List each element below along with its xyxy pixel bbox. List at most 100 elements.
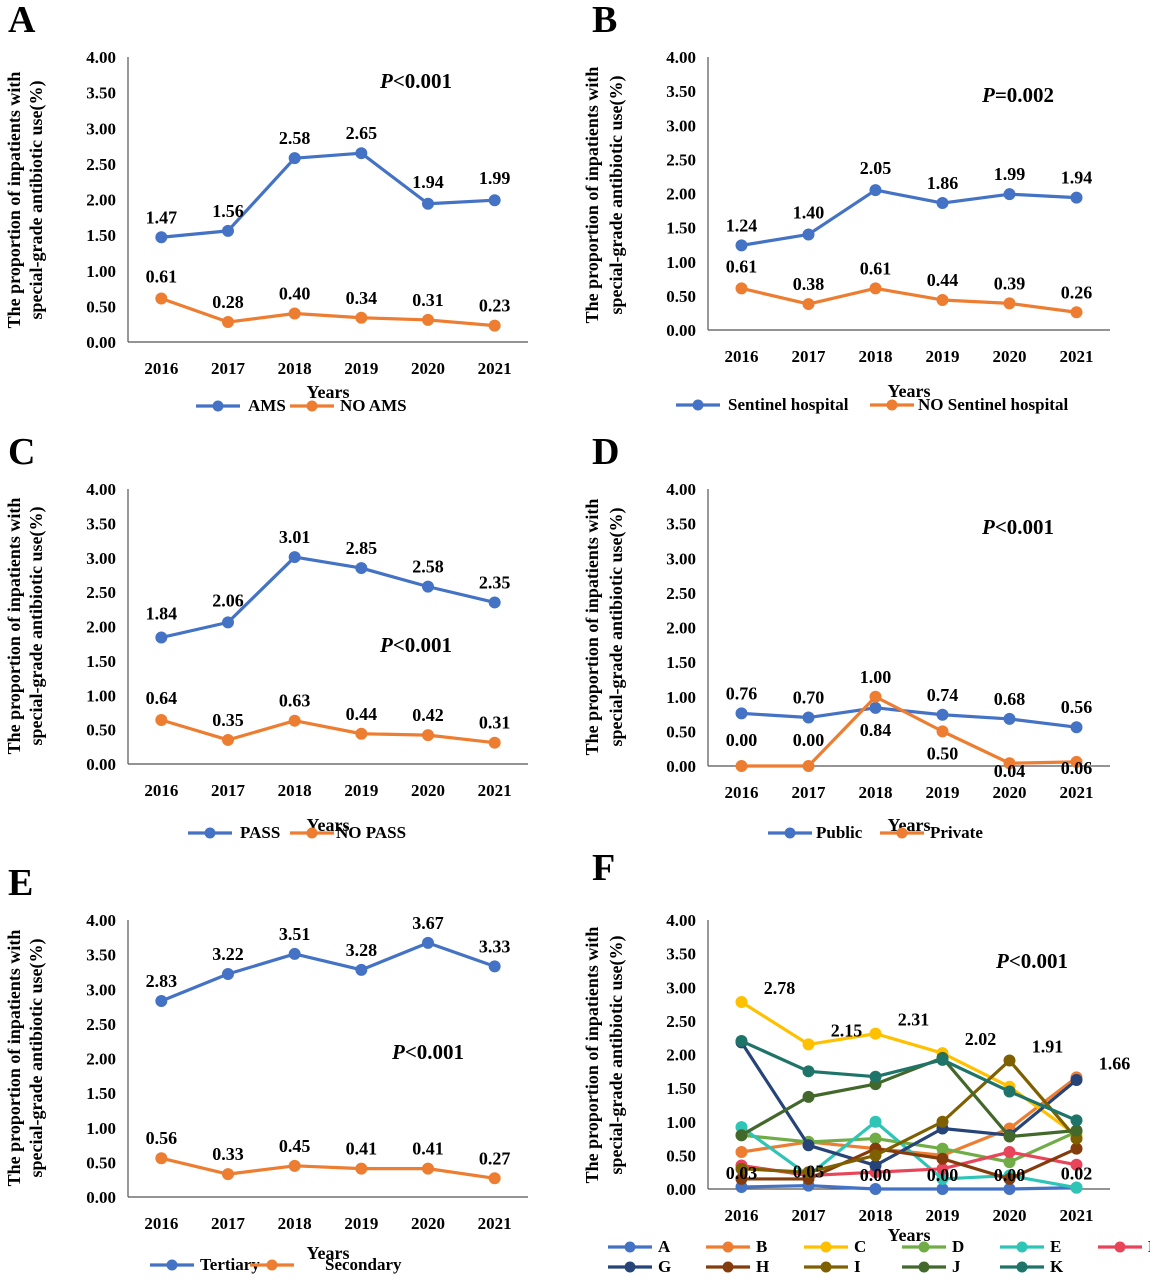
panel-c-ytick-label: 3.00 <box>86 549 116 568</box>
panel-f-legend-marker <box>1016 1261 1028 1273</box>
panel-d-legend-label: Private <box>930 823 983 842</box>
panel-b-data-label: 1.99 <box>994 164 1026 184</box>
panel-d-series-private-line <box>741 695 1077 768</box>
panel-f-ylabel: special-grade antibiotic use(%) <box>606 936 627 1175</box>
panel-f-legend-marker <box>918 1261 930 1273</box>
panel-b-ytick-label: 3.50 <box>666 82 696 101</box>
panel-d-data-label: 0.70 <box>793 688 825 708</box>
panel-f-data-point <box>869 1183 882 1195</box>
panel-c-legend-label: PASS <box>240 823 280 842</box>
panel-a-p-value: P<0.001 <box>379 69 452 93</box>
panel-c-data-point <box>355 727 368 740</box>
panel-c-data-point <box>222 616 234 629</box>
panel-f-xtick-label: 2016 <box>725 1206 759 1225</box>
panel-b-series-sentinel-hospital-line <box>741 188 1077 247</box>
panel-e-xtick-label: 2017 <box>211 1214 246 1233</box>
panel-b-legend-marker <box>886 399 898 411</box>
panel-d-ytick-label: 2.50 <box>666 584 696 603</box>
panel-f-letter: F <box>592 847 615 889</box>
panel-f-legend-label: J <box>952 1257 961 1276</box>
panel-a-data-label: 0.31 <box>412 290 444 310</box>
panel-f-legend-label: F <box>1148 1237 1150 1256</box>
panel-c-data-label: 0.31 <box>479 713 511 733</box>
panel-c-data-label: 1.84 <box>146 604 178 624</box>
panel-e-legend-label: Secondary <box>325 1255 402 1274</box>
panel-e-data-label: 0.41 <box>346 1139 378 1159</box>
panel-d-data-point <box>735 760 748 772</box>
panel-f-legend-marker <box>820 1261 832 1273</box>
panel-d-data-label: 0.74 <box>927 685 959 705</box>
panel-f-ytick-label: 0.00 <box>666 1180 696 1199</box>
panel-a-xtick-label: 2020 <box>411 359 445 378</box>
panel-d-p-value: P<0.001 <box>981 515 1054 539</box>
panel-e-letter: E <box>8 862 33 904</box>
panel-d-data-point <box>802 711 815 724</box>
panel-a-letter: A <box>8 0 36 41</box>
panel-c-data-label: 0.44 <box>346 704 378 724</box>
panel-d-ylabel: The proportion of inpatients with <box>582 499 602 756</box>
panel-a-series-no-ams-line <box>160 297 495 328</box>
panel-d-data-label: 0.56 <box>1061 697 1093 717</box>
panel-b-ytick-label: 3.00 <box>666 116 696 135</box>
panel-b-data-label: 1.24 <box>726 215 758 235</box>
panel-a-data-label: 1.56 <box>212 201 244 221</box>
panel-f-xtick-label: 2021 <box>1060 1206 1094 1225</box>
panel-d-data-point <box>1003 757 1016 770</box>
panel-c-data-point <box>288 714 301 727</box>
panel-a-series-ams-line <box>161 151 495 239</box>
panel-a-xlabel: Years <box>307 382 350 402</box>
panel-a-data-point <box>355 147 368 160</box>
panel-f-data-point <box>735 1129 748 1142</box>
panel-c-letter: C <box>8 431 35 473</box>
panel-e-legend-marker <box>266 1259 278 1271</box>
panel-f-series-h-line <box>741 1147 1078 1181</box>
panel-a-data-label: 1.99 <box>479 168 511 188</box>
panel-c-data-point <box>155 631 168 644</box>
panel-f-data-label: 2.31 <box>898 1010 930 1030</box>
panel-d-ytick-label: 1.50 <box>666 653 696 672</box>
panel-b-ytick-label: 1.50 <box>666 219 696 238</box>
panel-f-ytick-label: 0.50 <box>666 1146 696 1165</box>
panel-f-data-point <box>1003 1183 1016 1195</box>
panel-f-legend-marker <box>820 1241 832 1253</box>
panel-a-ytick-label: 2.50 <box>86 155 116 174</box>
panel-f-data-label: 0.00 <box>994 1165 1026 1185</box>
panel-b-series-no-sentinel-hospital-line <box>741 286 1077 314</box>
panel-e-ylabel: special-grade antibiotic use(%) <box>26 939 47 1178</box>
panel-b-data-point <box>1070 306 1083 319</box>
panel-f-legend-label: G <box>658 1257 671 1276</box>
panel-c-data-label: 2.06 <box>212 590 244 610</box>
panel-c-series-no-pass-line <box>160 718 495 745</box>
panel-f-legend-marker <box>624 1241 636 1253</box>
panel-c-data-point <box>422 729 434 742</box>
panel-d-data-point <box>936 725 949 738</box>
panel-b-data-label: 1.94 <box>1061 168 1093 188</box>
panel-e-ytick-label: 2.00 <box>86 1050 116 1069</box>
panel-f-data-point <box>869 1149 882 1162</box>
panel-b-data-point <box>802 228 815 241</box>
panel-c-xtick-label: 2020 <box>411 781 445 800</box>
panel-d-data-point <box>1003 712 1016 725</box>
panel-f-legend-label: K <box>1050 1257 1064 1276</box>
panel-a-ytick-label: 0.00 <box>86 333 116 352</box>
panel-e-legend-marker <box>166 1259 178 1271</box>
panel-c-data-point <box>488 736 501 749</box>
panel-f-data-label: 2.15 <box>831 1020 863 1040</box>
panel-f-series-j-line <box>740 1056 1077 1139</box>
panel-d-data-label: 0.84 <box>860 720 892 740</box>
panel-f-data-point <box>936 1183 949 1195</box>
panel-b-legend-label: NO Sentinel hospital <box>918 395 1068 414</box>
panel-f-legend-label: I <box>854 1257 861 1276</box>
panel-d-data-point <box>936 708 949 721</box>
panel-b-letter: B <box>592 0 617 41</box>
panel-b-data-label: 0.61 <box>860 258 892 278</box>
panel-d-xtick-label: 2018 <box>859 783 893 802</box>
panel-e-ylabel: The proportion of inpatients with <box>4 930 24 1187</box>
panel-e-data-label: 0.41 <box>412 1139 444 1159</box>
panel-a-legend-label: NO AMS <box>340 396 407 415</box>
panel-b-ytick-label: 4.00 <box>666 48 696 67</box>
panel-a-data-label: 1.94 <box>412 172 444 192</box>
panel-d-xtick-label: 2021 <box>1060 783 1094 802</box>
panel-f-data-point <box>1003 1130 1016 1143</box>
panel-b-p-value: P=0.002 <box>981 83 1054 107</box>
